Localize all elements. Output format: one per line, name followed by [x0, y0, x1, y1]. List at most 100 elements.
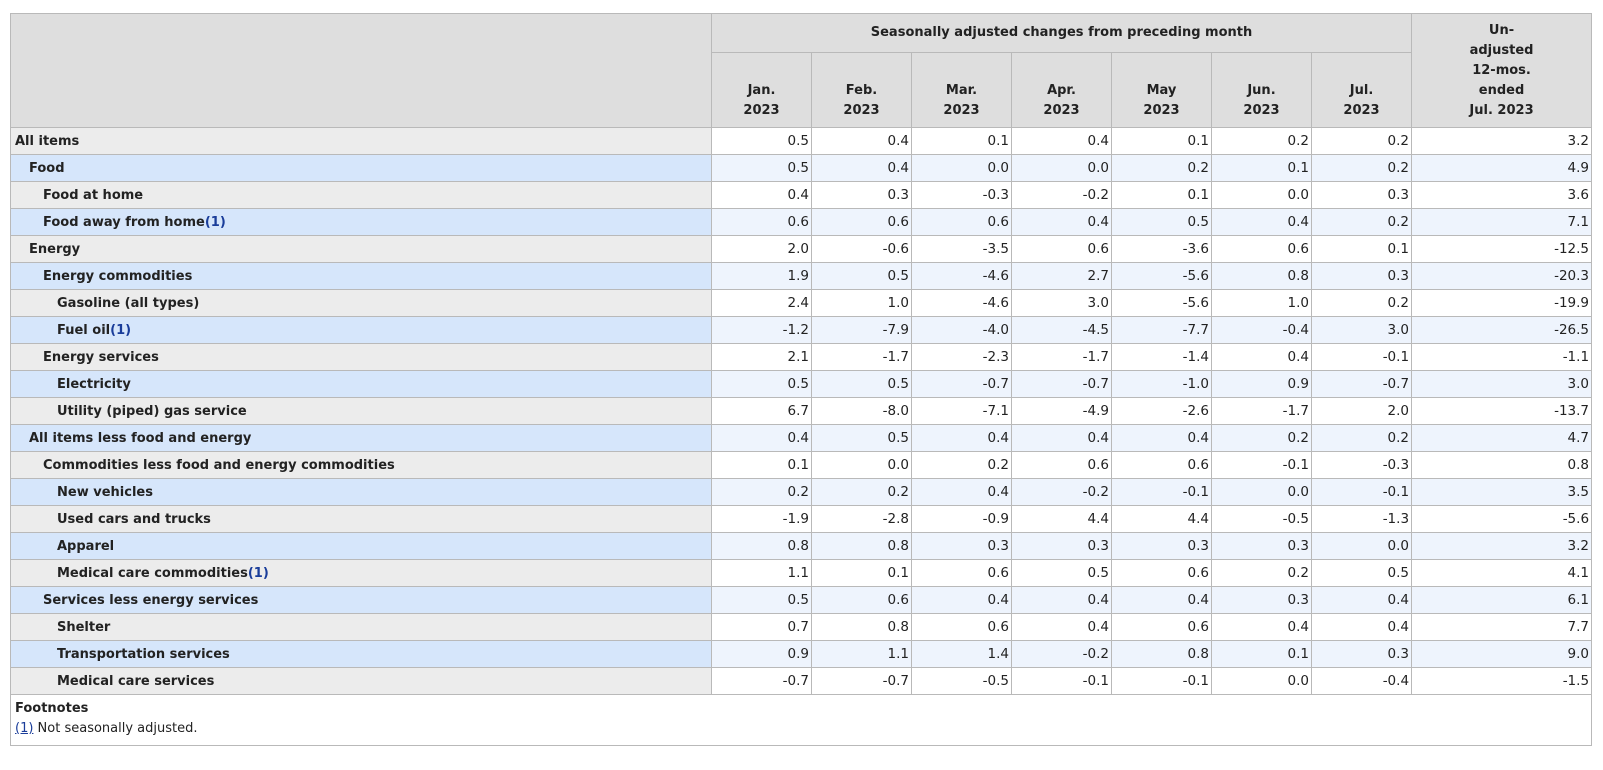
- monthly-change-cell: 0.3: [911, 532, 1012, 560]
- monthly-change-cell: 2.1: [711, 343, 812, 371]
- monthly-change-cell: 0.8: [1111, 640, 1212, 668]
- footnotes-title: Footnotes: [15, 701, 89, 716]
- monthly-change-cell: 1.4: [911, 640, 1012, 668]
- row-label-cell: All items less food and energy: [10, 424, 712, 452]
- monthly-change-cell: -0.4: [1211, 316, 1312, 344]
- monthly-change-cell: 0.2: [811, 478, 912, 506]
- monthly-change-cell: -1.7: [1011, 343, 1112, 371]
- annual-change-cell: 9.0: [1411, 640, 1593, 668]
- footnote-reference-link[interactable]: (1): [204, 214, 226, 230]
- monthly-change-cell: 0.6: [711, 208, 812, 236]
- monthly-change-cell: 0.6: [911, 559, 1012, 587]
- table-row: Energy 2.0 -0.6 -3.5 0.6 -3.6 0.6 0.1 -12.5: [10, 235, 1593, 263]
- footnote-reference-link[interactable]: (1): [110, 322, 132, 338]
- monthly-change-cell: 0.9: [711, 640, 812, 668]
- monthly-change-cell: -0.1: [1211, 451, 1312, 479]
- monthly-change-cell: 0.3: [1211, 532, 1312, 560]
- header-unadjusted-line3: 12-mos.: [1472, 62, 1531, 78]
- monthly-change-cell: 0.0: [1011, 154, 1112, 182]
- monthly-change-cell: 1.9: [711, 262, 812, 290]
- monthly-change-cell: 0.8: [811, 532, 912, 560]
- header-month-mar: Mar. 2023: [911, 52, 1012, 128]
- row-label: Used cars and trucks: [57, 511, 211, 527]
- monthly-change-cell: 0.4: [1011, 127, 1112, 155]
- monthly-change-cell: 0.2: [911, 451, 1012, 479]
- monthly-change-cell: 3.0: [1011, 289, 1112, 317]
- monthly-change-cell: 0.2: [1310, 289, 1413, 317]
- annual-change-cell: -12.5: [1411, 235, 1593, 263]
- monthly-change-cell: 0.6: [911, 208, 1012, 236]
- monthly-change-cell: 0.1: [1211, 154, 1312, 182]
- annual-change-cell: 4.9: [1411, 154, 1593, 182]
- monthly-change-cell: 0.2: [1211, 127, 1312, 155]
- monthly-change-cell: 0.4: [1011, 208, 1112, 236]
- monthly-change-cell: 2.0: [1310, 397, 1413, 425]
- monthly-change-cell: 0.0: [1211, 181, 1312, 209]
- monthly-change-cell: -0.2: [1011, 478, 1112, 506]
- annual-change-cell: 3.5: [1411, 478, 1593, 506]
- cpi-table: Seasonally adjusted changes from precedi…: [9, 13, 1593, 746]
- monthly-change-cell: 6.7: [711, 397, 812, 425]
- row-label-cell: Shelter: [10, 613, 712, 641]
- table-row: All items less food and energy 0.4 0.5 0.4 0…: [10, 424, 1593, 452]
- row-label: Transportation services: [57, 646, 230, 662]
- annual-change-cell: -13.7: [1411, 397, 1593, 425]
- header-month-jul: Jul. 2023: [1310, 52, 1413, 128]
- annual-change-cell: -5.6: [1411, 505, 1593, 533]
- row-label-cell: Energy services: [10, 343, 712, 371]
- row-label-cell: Medical care services: [10, 667, 712, 695]
- row-label-cell: Medical care commodities(1): [10, 559, 712, 587]
- monthly-change-cell: -0.7: [1310, 370, 1413, 398]
- monthly-change-cell: 0.1: [911, 127, 1012, 155]
- monthly-change-cell: -3.6: [1111, 235, 1212, 263]
- monthly-change-cell: 0.7: [711, 613, 812, 641]
- row-label-cell: Services less energy services: [10, 586, 712, 614]
- row-label-cell: Utility (piped) gas service: [10, 397, 712, 425]
- monthly-change-cell: 0.2: [1310, 208, 1413, 236]
- monthly-change-cell: -8.0: [811, 397, 912, 425]
- monthly-change-cell: 1.0: [1211, 289, 1312, 317]
- monthly-change-cell: -5.6: [1111, 289, 1212, 317]
- row-label: Food: [29, 160, 65, 176]
- monthly-change-cell: -0.4: [1310, 667, 1413, 695]
- monthly-change-cell: 0.6: [1011, 235, 1112, 263]
- annual-change-cell: -26.5: [1411, 316, 1593, 344]
- monthly-change-cell: 0.8: [711, 532, 812, 560]
- annual-change-cell: -1.1: [1411, 343, 1593, 371]
- monthly-change-cell: 0.0: [1211, 667, 1312, 695]
- monthly-change-cell: -5.6: [1111, 262, 1212, 290]
- monthly-change-cell: 0.6: [811, 208, 912, 236]
- footnote-reference-link[interactable]: (1): [247, 565, 269, 581]
- annual-change-cell: 3.2: [1411, 127, 1593, 155]
- table-row: Electricity 0.5 0.5 -0.7 -0.7 -1.0 0.9 -0.7 3.0: [10, 370, 1593, 398]
- row-label: Food at home: [43, 187, 144, 203]
- monthly-change-cell: 0.4: [1310, 613, 1413, 641]
- monthly-change-cell: 0.4: [911, 586, 1012, 614]
- monthly-change-cell: -0.2: [1011, 181, 1112, 209]
- monthly-change-cell: 0.5: [1011, 559, 1112, 587]
- row-label-cell: Fuel oil(1): [10, 316, 712, 344]
- table-row: Energy commodities 1.9 0.5 -4.6 2.7 -5.6 0.8 0.…: [10, 262, 1593, 290]
- row-label-cell: Gasoline (all types): [10, 289, 712, 317]
- monthly-change-cell: 0.3: [1310, 262, 1413, 290]
- footnote-marker-link[interactable]: (1): [15, 721, 34, 736]
- annual-change-cell: 7.7: [1411, 613, 1593, 641]
- table-row: Energy services 2.1 -1.7 -2.3 -1.7 -1.4 0.4 -0.…: [10, 343, 1593, 371]
- row-label-cell: Energy commodities: [10, 262, 712, 290]
- monthly-change-cell: 0.4: [1111, 424, 1212, 452]
- monthly-change-cell: -0.6: [811, 235, 912, 263]
- monthly-change-cell: 0.3: [1211, 586, 1312, 614]
- annual-change-cell: 4.1: [1411, 559, 1593, 587]
- monthly-change-cell: -4.9: [1011, 397, 1112, 425]
- monthly-change-cell: -7.9: [811, 316, 912, 344]
- table-row: Commodities less food and energy commodi…: [10, 451, 1593, 479]
- row-label: Electricity: [57, 376, 131, 392]
- monthly-change-cell: 0.6: [1211, 235, 1312, 263]
- monthly-change-cell: 0.2: [1310, 154, 1413, 182]
- monthly-change-cell: 0.4: [1310, 586, 1413, 614]
- monthly-change-cell: -0.1: [1310, 478, 1413, 506]
- monthly-change-cell: 0.5: [711, 154, 812, 182]
- row-label-cell: New vehicles: [10, 478, 712, 506]
- monthly-change-cell: 0.1: [1111, 127, 1212, 155]
- monthly-change-cell: 0.6: [1111, 613, 1212, 641]
